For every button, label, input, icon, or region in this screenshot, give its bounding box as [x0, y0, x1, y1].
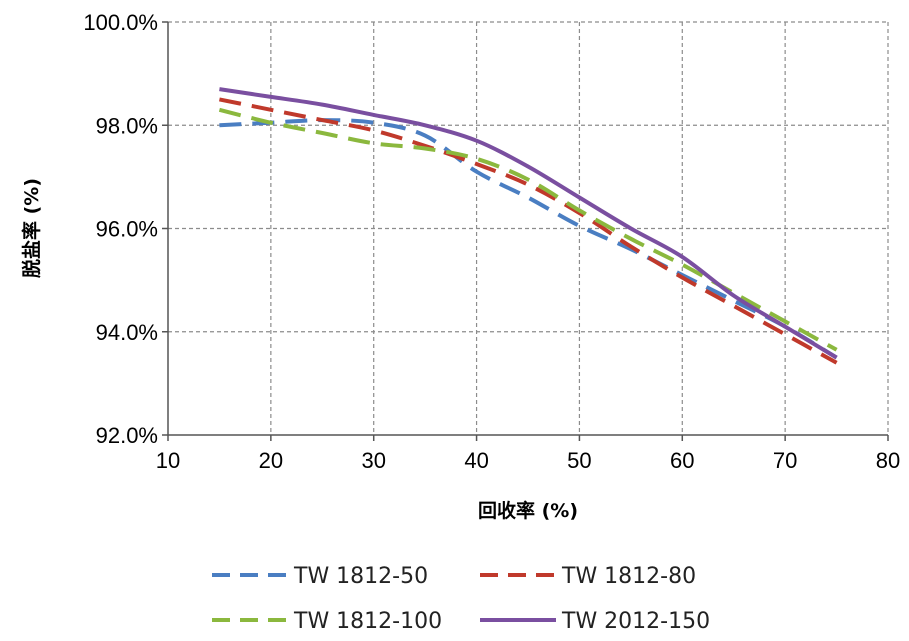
x-axis-label: 回收率 (%) — [478, 499, 578, 522]
legend-label-3: TW 2012-150 — [561, 609, 710, 634]
y-tick-label: 96.0% — [96, 217, 158, 242]
legend-label-1: TW 1812-80 — [561, 564, 696, 589]
series-lines — [218, 87, 838, 365]
x-tick-label: 20 — [259, 448, 283, 473]
x-tick-label: 80 — [876, 448, 900, 473]
x-tick-label: 40 — [464, 448, 488, 473]
tick-labels: 92.0% 94.0% 96.0% 98.0% 100.0% 10 20 30 40 50 60 70… — [83, 10, 900, 473]
series-line-0 — [219, 118, 838, 360]
grid-lines — [168, 21, 889, 435]
legend: TW 1812-50 TW 1812-80 TW 1812-100 TW 2012-1… — [212, 564, 710, 634]
series-line-1 — [218, 97, 838, 365]
axes — [162, 21, 889, 441]
series-line-2 — [218, 107, 838, 352]
x-tick-label: 70 — [773, 448, 797, 473]
x-tick-label: 60 — [670, 448, 694, 473]
x-tick-label: 50 — [567, 448, 591, 473]
y-tick-label: 100.0% — [83, 10, 158, 35]
x-tick-label: 30 — [361, 448, 385, 473]
y-tick-label: 94.0% — [96, 320, 158, 345]
y-tick-label: 92.0% — [96, 423, 158, 448]
y-axis-label: 脱盐率 (%) — [20, 178, 43, 278]
y-tick-label: 98.0% — [96, 113, 158, 138]
x-tick-label: 10 — [156, 448, 180, 473]
legend-label-0: TW 1812-50 — [293, 564, 428, 589]
series-line-3 — [219, 87, 838, 360]
legend-label-2: TW 1812-100 — [293, 609, 442, 634]
